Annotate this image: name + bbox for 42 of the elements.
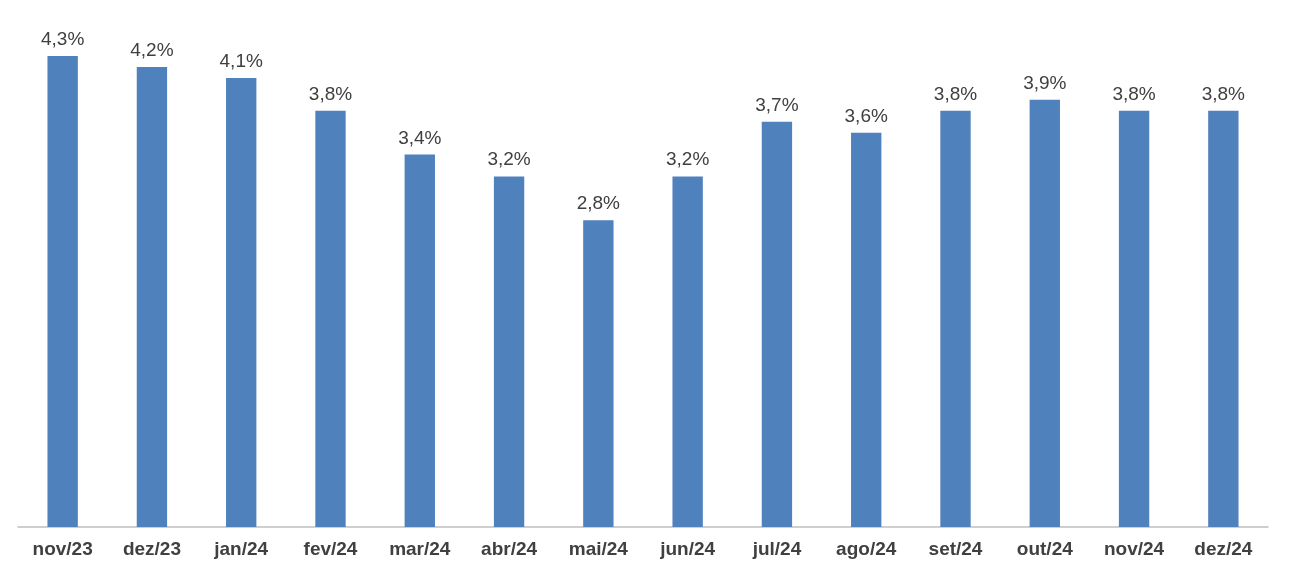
data-label: 3,8% <box>1112 82 1156 104</box>
bar <box>404 154 435 527</box>
bar <box>1208 110 1239 527</box>
x-tick-label: mai/24 <box>568 538 629 559</box>
data-label: 3,6% <box>844 104 888 126</box>
x-tick-label: fev/24 <box>303 538 358 559</box>
bar <box>761 121 793 527</box>
data-label: 2,8% <box>576 192 621 214</box>
bar <box>47 56 78 527</box>
x-tick-label: mar/24 <box>389 538 451 559</box>
data-label: 3,9% <box>1023 71 1067 93</box>
x-tick-label: nov/23 <box>32 538 93 559</box>
bar <box>226 77 257 527</box>
data-label: 3,8% <box>933 82 978 104</box>
bar <box>940 110 971 527</box>
bar <box>315 110 346 527</box>
data-label: 3,8% <box>308 82 353 104</box>
x-tick-label: set/24 <box>928 538 983 559</box>
bar <box>1029 99 1060 527</box>
data-label: 3,4% <box>398 126 442 148</box>
bar <box>136 66 168 527</box>
bar <box>672 176 703 527</box>
data-label: 4,3% <box>40 28 85 49</box>
x-tick-label: jul/24 <box>751 538 802 559</box>
bar <box>493 176 525 527</box>
x-tick-label: dez/24 <box>1194 538 1253 559</box>
x-tick-label: nov/24 <box>1103 538 1165 559</box>
x-tick-label: jan/24 <box>213 538 269 559</box>
x-tick-label: ago/24 <box>836 538 897 559</box>
data-label: 3,8% <box>1201 82 1246 104</box>
bar <box>1118 110 1150 527</box>
x-tick-label: dez/23 <box>122 538 181 559</box>
data-label: 4,2% <box>130 38 174 60</box>
x-tick-label: out/24 <box>1016 538 1074 559</box>
bar <box>851 132 882 527</box>
data-label: 4,1% <box>219 49 263 71</box>
bar <box>583 220 614 527</box>
data-label: 3,2% <box>665 148 710 170</box>
x-tick-label: abr/24 <box>481 538 538 559</box>
data-label: 3,7% <box>755 93 799 115</box>
x-tick-label: jun/24 <box>659 538 716 559</box>
data-label: 3,2% <box>487 148 531 170</box>
